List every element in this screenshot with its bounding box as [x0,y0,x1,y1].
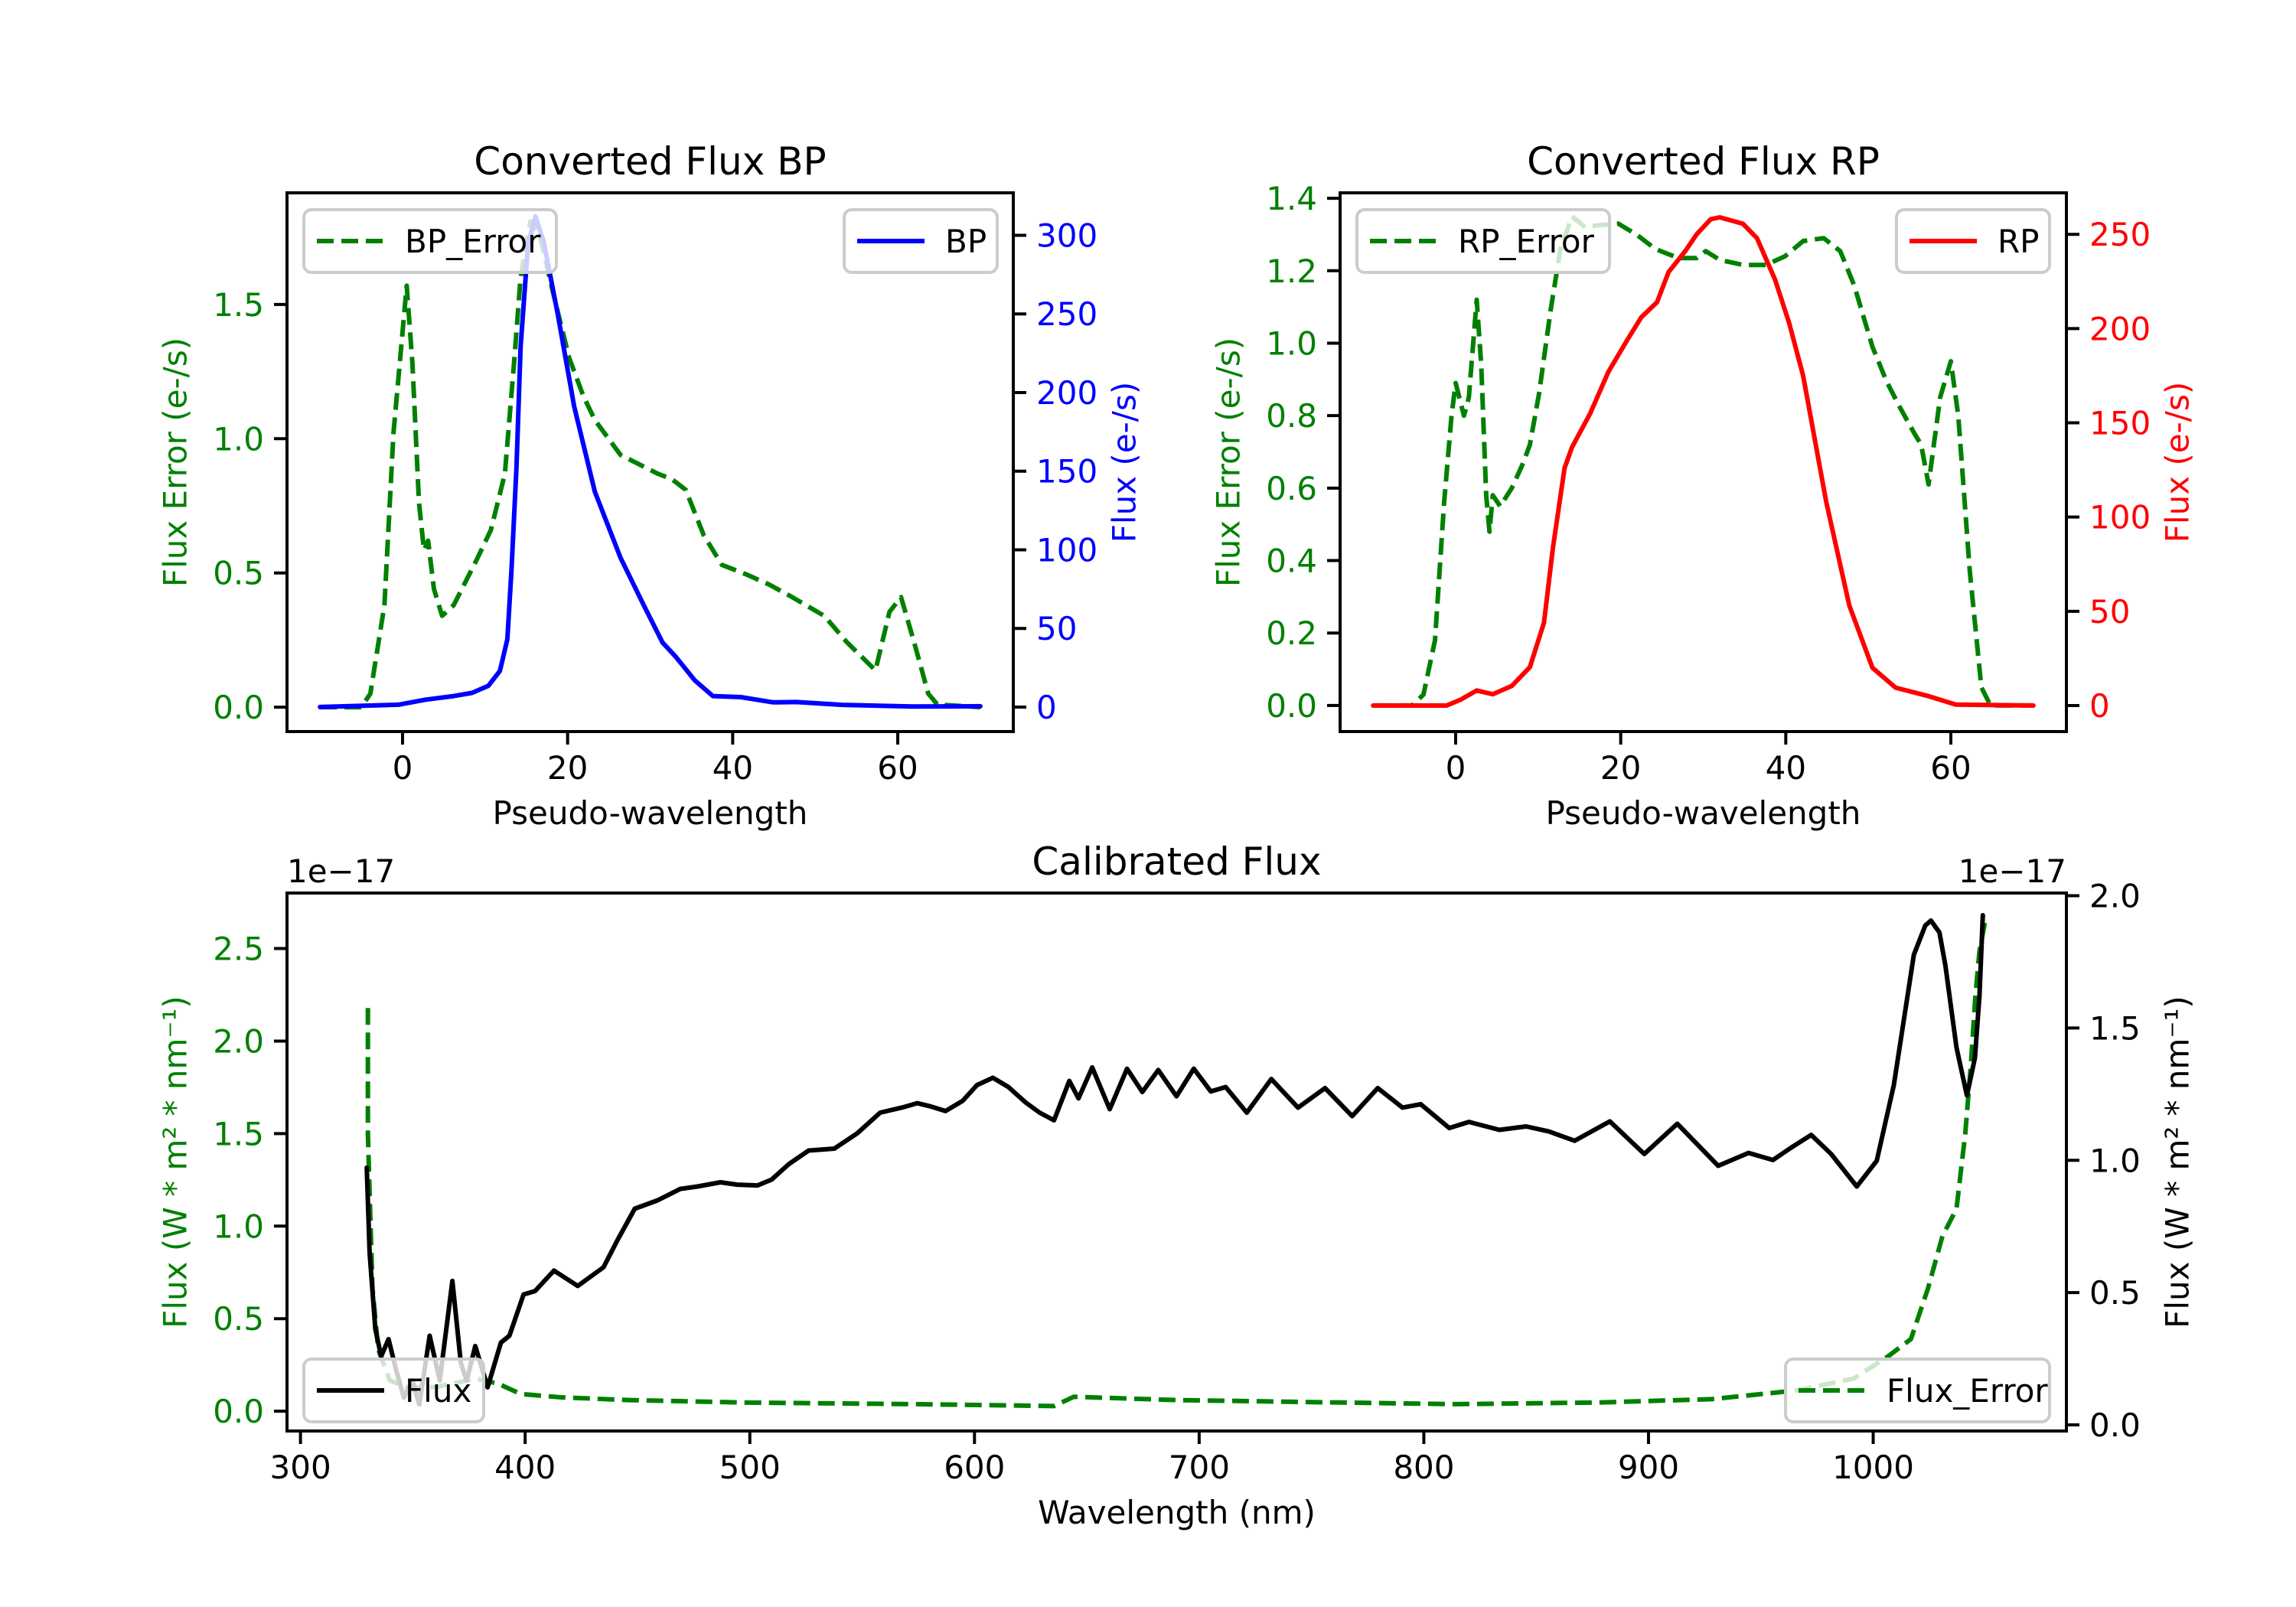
x-tick-label: 40 [1766,749,1806,787]
left-y-tick-label: 0.0 [213,1393,264,1430]
left-y-tick-label: 0.0 [213,689,264,726]
x-tick-label: 60 [1930,749,1971,787]
series-line-rp-error [1373,214,2033,708]
right-y-tick-label: 100 [1036,531,1097,569]
legend-label: Flux_Error [1887,1372,2048,1410]
right-y-tick-label: 200 [1036,374,1097,412]
left-y-tick-label: 0.2 [1266,614,1317,652]
left-y-tick-label: 0.5 [213,1300,264,1338]
left-y-tick-label: 1.2 [1266,253,1317,290]
left-y-tick-label: 0.6 [1266,470,1317,507]
axes-frame [285,191,1015,733]
right-y-tick-label: 0.0 [2089,1407,2141,1444]
right-y-tick-label: 0 [2089,687,2110,725]
legend-bp: BP [843,208,999,274]
right-y-tick-label: 100 [2089,499,2151,536]
right-y-tick-label: 50 [2089,593,2130,631]
legend-rp-error: RP_Error [1355,208,1611,274]
legend-label: BP_Error [405,223,541,260]
x-tick-label: 500 [719,1449,781,1486]
legend-frame [1784,1358,2051,1423]
plot-area [1371,214,2036,708]
series-line-bp-error [320,219,981,710]
x-tick-label: 800 [1393,1449,1454,1486]
x-tick-label: 60 [877,749,918,787]
left-y-tick-label: 1.0 [213,420,264,458]
left-y-tick-label: 0.5 [213,555,264,592]
x-tick-label: 20 [1600,749,1641,787]
x-tick-label: 300 [270,1449,331,1486]
legend-flux: Flux [302,1358,485,1423]
x-axis-label: Wavelength (nm) [1038,1494,1316,1531]
legend-frame [302,1358,485,1423]
right-y-tick-label: 0 [1036,689,1057,726]
x-tick-label: 700 [1169,1449,1230,1486]
left-y-tick-label: 1.4 [1266,180,1317,217]
right-y-tick-label: 150 [1036,453,1097,491]
right-y-tick-label: 2.0 [2089,877,2141,914]
panel-converted-flux-bp: 0 20 40 60 Pseudo-wavelength 0.0 0.5 1.0 1.5 Flux… [157,139,1143,832]
chart-title: Calibrated Flux [1032,839,1321,884]
x-tick-label: 0 [1446,749,1466,787]
axes-frame [285,892,2068,1433]
legend-label: BP [945,223,987,260]
left-offset-label: 1e−17 [287,852,395,890]
left-y-tick-label: 1.5 [213,286,264,324]
plot-area [318,214,983,710]
legend-frame [1355,208,1611,274]
left-y-axis-label: Flux Error (e-/s) [157,337,194,587]
series-line-rp [1371,215,2036,708]
left-y-axis-label: Flux Error (e-/s) [1210,337,1247,587]
x-tick-label: 20 [547,749,588,787]
x-tick-label: 900 [1618,1449,1679,1486]
left-y-tick-label: 2.0 [213,1022,264,1060]
left-y-axis-label: Flux (W * m² * nm⁻¹) [157,996,194,1328]
legend-label: RP_Error [1458,223,1595,260]
left-y-tick-label: 1.5 [213,1115,264,1152]
left-y-tick-label: 2.5 [213,931,264,968]
x-tick-label: 0 [393,749,413,787]
axes-frame [1339,191,2068,733]
right-y-tick-label: 1.5 [2089,1009,2141,1047]
x-axis-label: Pseudo-wavelength [1546,794,1861,832]
x-axis-label: Pseudo-wavelength [493,794,808,832]
panel-calibrated-flux: 300 400 500 600 700 800 900 1000 Wavelength (nm)… [157,839,2197,1531]
right-y-axis-label: Flux (e-/s) [1106,382,1143,543]
right-y-tick-label: 50 [1036,610,1077,647]
legend-frame [302,208,558,274]
chart-title: Converted Flux RP [1527,139,1880,184]
series-line-bp [318,214,983,709]
panel-converted-flux-rp: 0 20 40 60 Pseudo-wavelength 0.0 0.2 0.4 0.6 0.8 1… [1210,139,2197,832]
right-offset-label: 1e−17 [1958,852,2066,890]
left-y-tick-label: 1.0 [213,1208,264,1245]
legend-label: RP [1998,223,2040,260]
right-y-tick-label: 200 [2089,310,2151,347]
right-y-tick-label: 250 [1036,295,1097,333]
right-y-tick-label: 300 [1036,217,1097,254]
legend-rp: RP [1895,208,2051,274]
x-tick-label: 1000 [1832,1449,1914,1486]
left-y-tick-label: 0.8 [1266,397,1317,435]
series-line-flux [364,913,1985,1407]
right-y-axis-label: Flux (W * m² * nm⁻¹) [2159,996,2197,1328]
right-y-tick-label: 1.0 [2089,1142,2141,1179]
legend-bp-error: BP_Error [302,208,558,274]
legend-flux-error: Flux_Error [1784,1358,2051,1423]
x-tick-label: 600 [944,1449,1005,1486]
right-y-tick-label: 0.5 [2089,1274,2141,1312]
x-tick-label: 40 [713,749,753,787]
chart-title: Converted Flux BP [474,139,826,184]
right-y-tick-label: 250 [2089,216,2151,253]
x-tick-label: 400 [494,1449,556,1486]
left-y-tick-label: 0.4 [1266,543,1317,580]
legend-label: Flux [405,1372,471,1410]
left-y-tick-label: 0.0 [1266,687,1317,725]
left-y-tick-label: 1.0 [1266,324,1317,362]
right-y-tick-label: 150 [2089,405,2151,442]
right-y-axis-label: Flux (e-/s) [2159,382,2197,543]
